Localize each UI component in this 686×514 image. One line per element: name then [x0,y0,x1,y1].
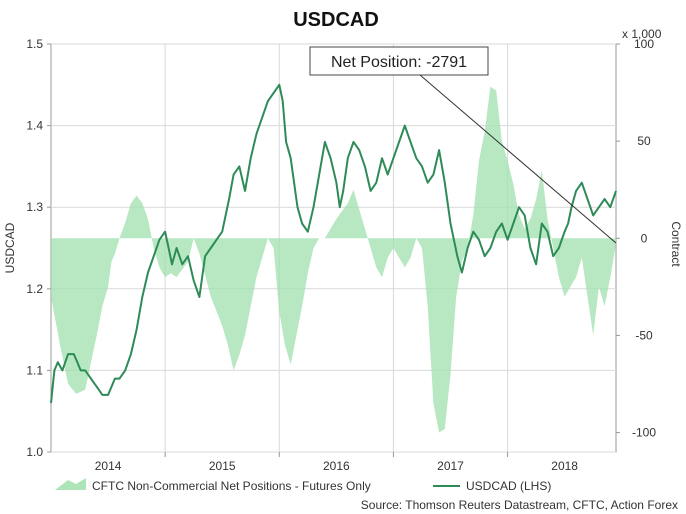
net-position-annotation: Net Position: -2791 [309,46,617,244]
x-tick-label: 2015 [209,459,236,473]
left-axis-ticks: 1.0 1.1 1.2 1.3 1.4 1.5 [26,37,51,459]
x-tick-label: 2014 [95,459,122,473]
right-axis-ticks: 100 50 0 -50 -100 [616,37,656,440]
legend: CFTC Non-Commercial Net Positions - Futu… [55,478,551,493]
legend-area-swatch [55,478,86,490]
left-axis-title: USDCAD [3,222,17,273]
right-tick-label: 100 [634,37,654,51]
legend-label-net-positions: CFTC Non-Commercial Net Positions - Futu… [92,479,371,493]
right-axis-title: Contract [669,221,683,267]
annotation-text: Net Position: -2791 [331,54,467,71]
usdcad-line [50,83,617,404]
area-series-net-positions [51,86,616,433]
right-tick-label: 50 [637,134,651,148]
x-tick-label: 2017 [437,459,464,473]
annotation-leader-line [419,74,617,244]
right-tick-label: -100 [632,426,656,440]
left-tick-label: 1.1 [26,363,43,377]
left-tick-label: 1.0 [26,445,43,459]
right-axis-unit: x 1,000 [622,27,662,41]
chart-title: USDCAD [293,9,379,31]
x-axis-ticks: 2014 2015 2016 2017 2018 [95,452,578,473]
net-positions-area [51,86,616,433]
legend-label-usdcad: USDCAD (LHS) [466,479,551,493]
annotation-box [309,46,489,76]
right-tick-label: 0 [641,231,648,245]
left-tick-label: 1.2 [26,282,43,296]
x-tick-label: 2018 [551,459,578,473]
left-tick-label: 1.5 [26,37,43,51]
line-series-usdcad [50,83,617,404]
source-note: Source: Thomson Reuters Datastream, CFTC… [361,498,678,512]
x-tick-label: 2016 [323,459,350,473]
left-tick-label: 1.3 [26,200,43,214]
right-tick-label: -50 [635,328,653,342]
left-tick-label: 1.4 [26,119,43,133]
